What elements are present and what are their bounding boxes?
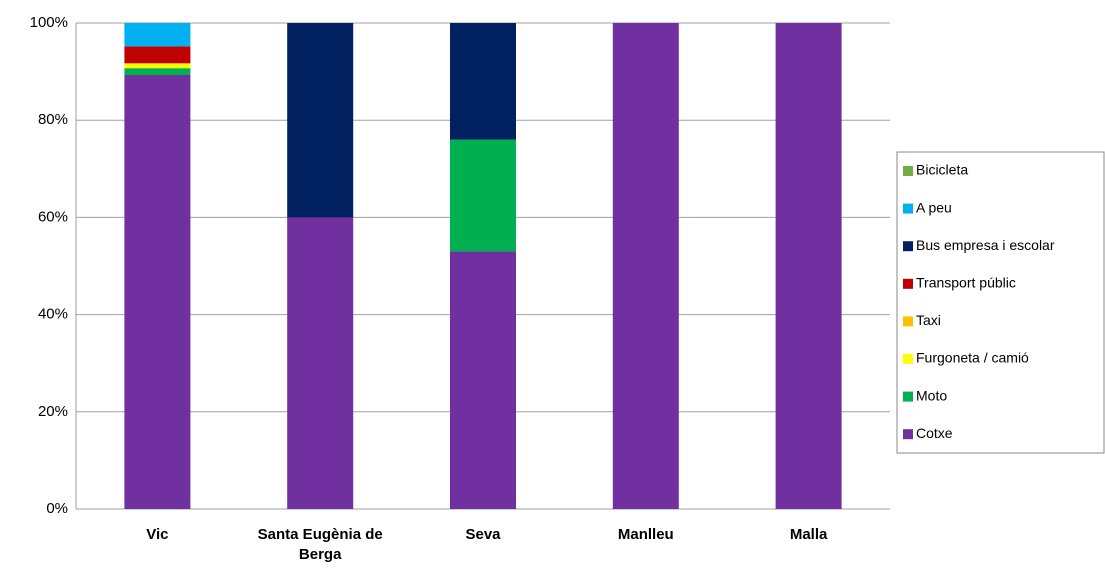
legend-label: Transport públic: [916, 275, 1016, 291]
bar-segment: [450, 139, 516, 252]
y-tick-label: 0%: [46, 500, 68, 517]
bar-segment: [287, 217, 354, 509]
legend-label: Cotxe: [916, 425, 953, 441]
legend-label: A peu: [916, 199, 952, 215]
bar-segment: [124, 63, 191, 69]
bar-segment: [775, 23, 842, 509]
legend-swatch: [903, 391, 913, 402]
legend-swatch: [903, 429, 913, 440]
y-tick-label: 60%: [38, 208, 68, 225]
legend-label: Taxi: [916, 312, 941, 328]
y-tick-label: 100%: [30, 14, 68, 31]
x-tick-label: Manlleu: [618, 526, 674, 543]
bar-segment: [124, 75, 191, 509]
bar-segment: [450, 251, 516, 510]
legend-swatch: [903, 316, 913, 327]
x-tick-label: Santa Eugènia de Berga: [258, 526, 383, 563]
bar-segment: [287, 23, 354, 218]
legend-label: Moto: [916, 387, 947, 403]
x-tick-label: Seva: [465, 526, 501, 543]
legend-swatch: [903, 354, 913, 364]
bar-segment: [124, 23, 191, 47]
legend-box: [896, 151, 1105, 454]
legend-label: Furgoneta / camió: [916, 350, 1029, 366]
bar-segment: [450, 23, 516, 140]
legend-swatch: [903, 166, 913, 176]
legend-swatch: [903, 203, 913, 214]
legend-swatch: [903, 241, 913, 252]
legend-swatch: [903, 278, 913, 289]
bar-segment: [612, 23, 679, 509]
y-tick-label: 20%: [38, 403, 68, 420]
legend-label: Bicicleta: [916, 162, 968, 178]
y-tick-label: 80%: [38, 111, 68, 128]
y-tick-label: 40%: [38, 306, 68, 323]
x-tick-label: Malla: [790, 526, 828, 543]
x-tick-label: Vic: [146, 526, 168, 543]
bar-segment: [124, 68, 191, 76]
legend-label: Bus empresa i escolar: [916, 237, 1055, 253]
bar-segment: [124, 46, 191, 64]
